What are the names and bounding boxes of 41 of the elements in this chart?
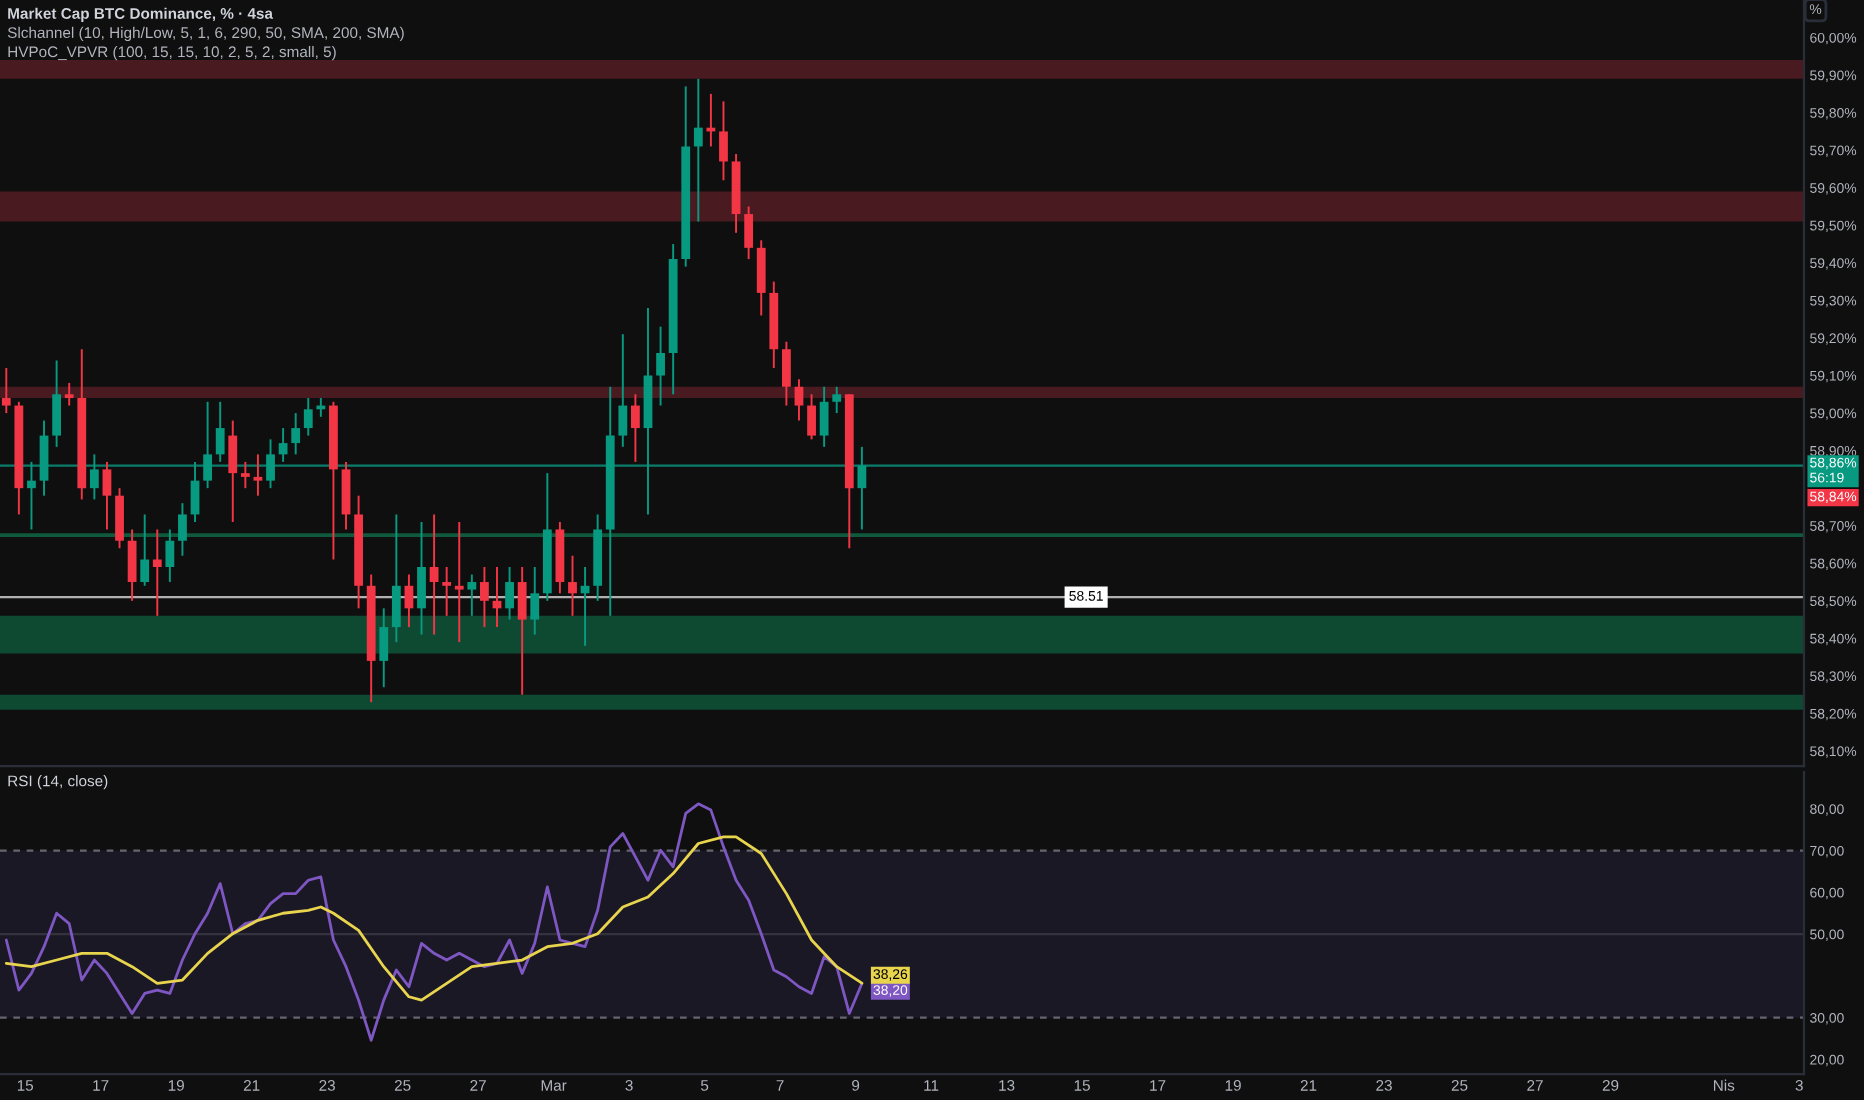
candlestick	[52, 359, 62, 448]
candlestick	[568, 554, 577, 617]
candlestick	[64, 382, 74, 407]
candlestick	[228, 419, 238, 523]
candlestick	[656, 325, 665, 407]
candlestick	[744, 205, 754, 261]
candlestick	[454, 520, 464, 644]
candlestick	[140, 513, 150, 587]
candlestick	[832, 385, 842, 415]
candlestick	[517, 566, 527, 696]
candlestick	[178, 502, 187, 557]
candlestick	[693, 77, 703, 223]
line-series	[4, 802, 864, 1042]
candlestick	[719, 100, 728, 182]
candlestick	[530, 566, 540, 636]
candlestick	[505, 566, 514, 621]
candlestick	[115, 487, 124, 550]
candlestick	[152, 528, 162, 617]
candlestick	[819, 385, 829, 448]
candlestick	[240, 460, 250, 490]
candlestick	[756, 239, 766, 317]
candlestick	[391, 513, 401, 644]
candlestick	[341, 460, 351, 531]
candlestick	[781, 340, 791, 407]
candlestick	[379, 607, 389, 689]
candlestick	[291, 412, 301, 456]
candlestick	[480, 566, 489, 629]
candlestick	[165, 528, 175, 584]
candlestick	[253, 453, 263, 497]
candlestick	[102, 460, 112, 531]
candlestick	[807, 393, 816, 441]
candlestick	[429, 513, 439, 636]
candlestick	[127, 528, 137, 602]
candlestick	[618, 333, 628, 448]
candlestick	[631, 393, 640, 463]
candlestick	[442, 566, 452, 617]
candlestick	[417, 520, 426, 636]
candlestick	[1, 367, 11, 415]
candlestick	[467, 573, 477, 617]
candlestick	[794, 378, 804, 422]
candlestick	[303, 397, 313, 437]
